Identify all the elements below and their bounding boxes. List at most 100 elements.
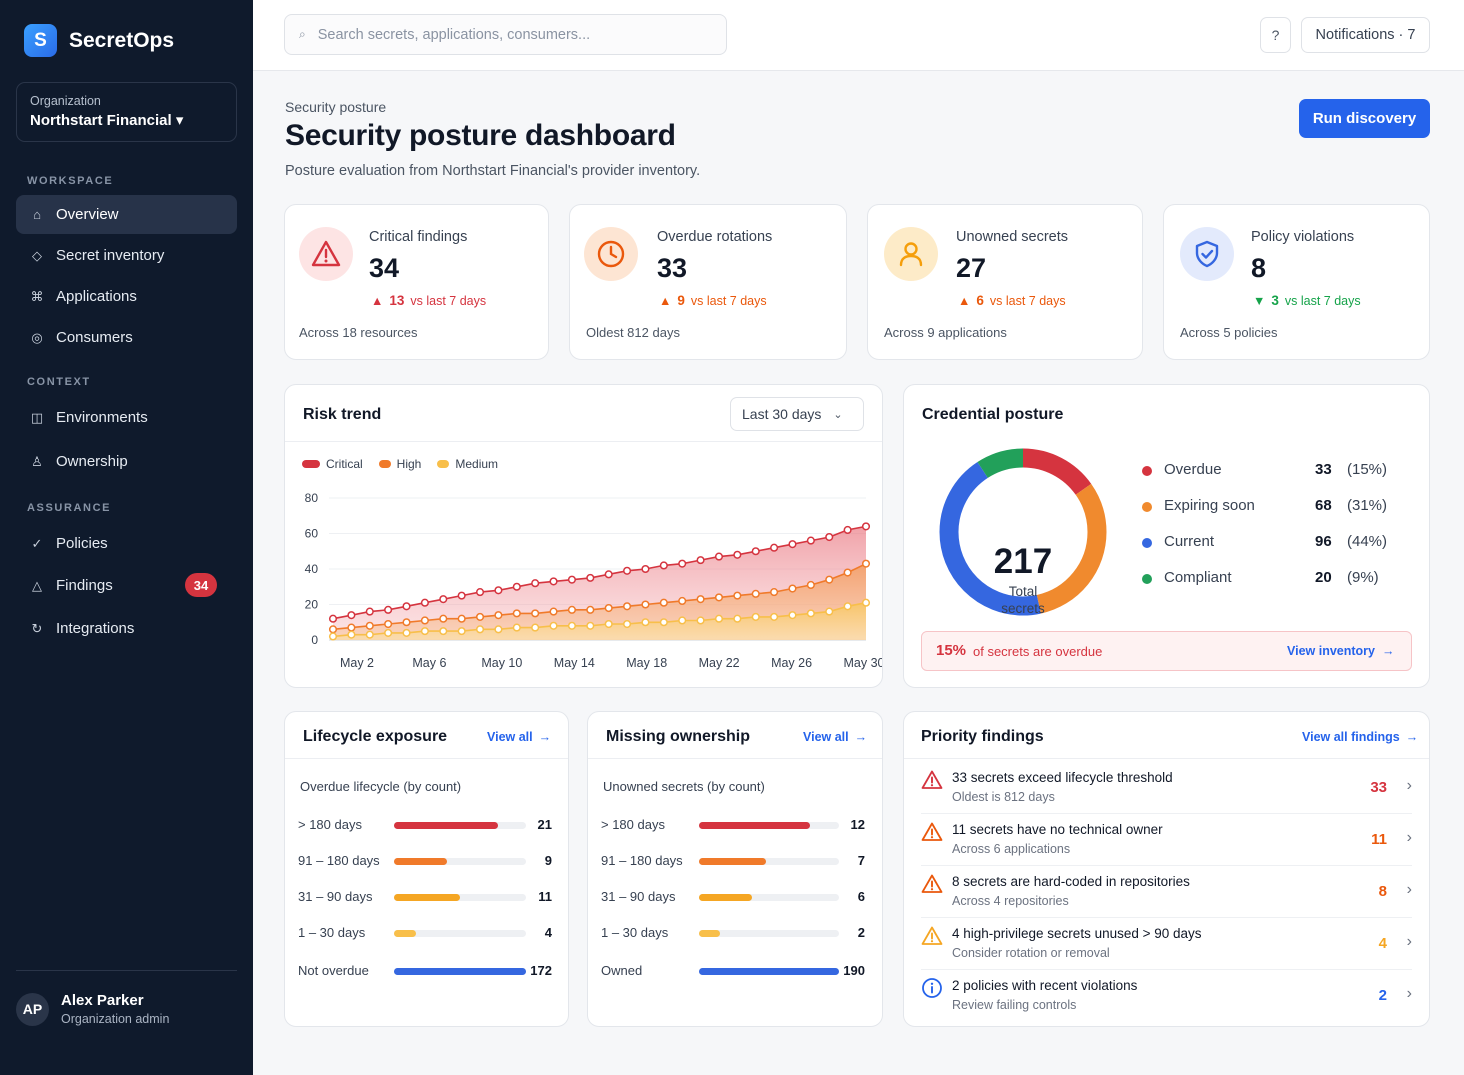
finding-row[interactable]: 4 high-privilege secrets unused > 90 day… <box>904 918 1429 970</box>
notifications-button[interactable]: Notifications · 7 <box>1301 17 1430 53</box>
x-tick-label: May 10 <box>481 656 522 670</box>
legend-swatch <box>302 460 320 468</box>
bar-row[interactable]: > 180 days 12 <box>601 816 865 834</box>
warning-icon <box>921 770 943 789</box>
kpi-card-critical-findings[interactable]: Critical findings 34 ▲ 13 vs last 7 days… <box>284 204 549 360</box>
finding-row[interactable]: 11 secrets have no technical owner Across… <box>904 814 1429 866</box>
overdue-text: of secrets are overdue <box>973 644 1103 659</box>
bar-row[interactable]: 91 – 180 days 9 <box>298 852 552 870</box>
lifecycle-exposure-card: Lifecycle exposure View all → Overdue li… <box>284 711 569 1027</box>
card-title: Priority findings <box>921 728 1044 745</box>
bar-row[interactable]: > 180 days 21 <box>298 816 552 834</box>
sidebar-item-policies[interactable]: ✓ Policies <box>16 524 237 563</box>
data-point-medium <box>365 630 374 639</box>
kpi-card-policy-violations[interactable]: Policy violations 8 ▼ 3 vs last 7 days A… <box>1163 204 1430 360</box>
user-profile[interactable]: AP Alex Parker Organization admin <box>16 992 169 1026</box>
donut-segment-current[interactable] <box>939 448 1107 616</box>
run-discovery-button[interactable]: Run discovery <box>1299 99 1430 138</box>
finding-row[interactable]: 33 secrets exceed lifecycle threshold Old… <box>904 762 1429 814</box>
data-point-critical <box>641 564 650 574</box>
data-point-medium <box>494 625 503 634</box>
warning-icon: △ <box>32 577 42 593</box>
missing-ownership-card: Missing ownership View all → Unowned sec… <box>587 711 883 1027</box>
y-tick-label: 80 <box>305 491 319 505</box>
search-input[interactable]: ⌕ Search secrets, applications, consumer… <box>284 14 727 55</box>
sidebar-item-ownership[interactable]: ♙ Ownership <box>16 442 237 481</box>
data-point-high <box>641 600 650 609</box>
legend-label: Compliant <box>1164 569 1232 586</box>
bar-row[interactable]: 31 – 90 days 6 <box>601 888 865 906</box>
chevron-right-icon: › <box>1406 829 1412 846</box>
donut-segment-compliant[interactable] <box>939 448 1107 616</box>
brand-name: SecretOps <box>69 28 175 52</box>
arrow-down-icon: ▼ <box>1253 293 1266 308</box>
bar-row[interactable]: 1 – 30 days 4 <box>298 924 552 942</box>
bar-row[interactable]: 91 – 180 days 7 <box>601 852 865 870</box>
donut-segment-expiring-soon[interactable] <box>939 448 1107 616</box>
view-all-findings-link[interactable]: View all findings → <box>1302 730 1418 744</box>
sidebar-item-environments[interactable]: ◫ Environments <box>16 398 237 437</box>
data-point-high <box>696 595 705 604</box>
finding-title: 8 secrets are hard-coded in repositories <box>952 874 1190 889</box>
date-range-dropdown[interactable]: Last 30 days ⌄ <box>730 397 864 431</box>
home-icon: ⌂ <box>33 207 41 222</box>
bar-track <box>699 822 839 829</box>
data-point-critical <box>751 547 760 556</box>
bar-row[interactable]: 31 – 90 days 11 <box>298 888 552 906</box>
finding-row[interactable]: 8 secrets are hard-coded in repositories… <box>904 866 1429 918</box>
sidebar-item-consumers[interactable]: ◎ Consumers <box>16 318 237 357</box>
sidebar-item-findings[interactable]: △ Findings 34 <box>16 566 237 605</box>
data-point-high <box>751 589 760 598</box>
finding-row[interactable]: 2 policies with recent violations Review … <box>904 970 1429 1022</box>
view-all-link[interactable]: View all → <box>803 730 867 744</box>
brand[interactable]: S SecretOps <box>24 24 174 57</box>
bar-fill <box>394 930 417 937</box>
sidebar-item-label: Environments <box>56 409 148 426</box>
bar-fill <box>699 894 753 901</box>
view-inventory-link[interactable]: View inventory → <box>1287 644 1395 658</box>
organization-name: Northstart Financial ▾ <box>30 112 184 129</box>
legend-percent: (31%) <box>1347 497 1388 514</box>
diamond-icon: ◇ <box>32 247 42 263</box>
x-tick-label: May 26 <box>771 656 812 670</box>
bar-row[interactable]: Owned 190 <box>601 962 865 980</box>
kpi-card-unowned-secrets[interactable]: Unowned secrets 27 ▲ 6 vs last 7 days Ac… <box>867 204 1143 360</box>
data-point-medium <box>714 614 724 623</box>
legend-row-compliant: Compliant 20 (9%) <box>1142 567 1392 591</box>
kpi-delta: ▼ 3 vs last 7 days <box>1253 293 1361 308</box>
data-point-medium <box>751 612 760 621</box>
y-tick-label: 20 <box>305 598 319 612</box>
help-button[interactable]: ? <box>1260 17 1291 53</box>
kpi-label: Overdue rotations <box>657 229 773 245</box>
bar-label: > 180 days <box>298 817 362 832</box>
finding-subtitle: Across 4 repositories <box>952 894 1069 908</box>
view-all-link[interactable]: View all → <box>487 730 551 744</box>
finding-count: 11 <box>1371 831 1387 848</box>
kpi-delta-value: 6 <box>976 293 984 308</box>
data-point-critical <box>825 533 834 542</box>
kpi-delta-text: vs last 7 days <box>410 293 487 308</box>
legend-label: High <box>396 457 422 471</box>
data-point-high <box>494 611 503 620</box>
bar-label: > 180 days <box>601 817 665 832</box>
sidebar-item-overview[interactable]: ⌂ Overview <box>16 195 237 234</box>
sidebar-item-integrations[interactable]: ↻ Integrations <box>16 609 237 648</box>
data-point-high <box>861 559 871 568</box>
bar-value: 11 <box>538 889 552 904</box>
bar-row[interactable]: Not overdue 172 <box>298 962 552 980</box>
sidebar-item-applications[interactable]: ⌘ Applications <box>16 277 237 316</box>
breadcrumb[interactable]: Security posture <box>285 99 387 115</box>
arrow-right-icon: → <box>1405 730 1419 744</box>
bar-value: 7 <box>857 853 865 868</box>
data-point-high <box>384 619 393 629</box>
bar-label: 31 – 90 days <box>298 889 373 904</box>
chart-legend: Critical High Medium <box>302 457 498 471</box>
sidebar-item-label: Applications <box>56 288 137 305</box>
row-divider <box>921 969 1412 970</box>
bar-row[interactable]: 1 – 30 days 2 <box>601 924 865 942</box>
row-divider <box>921 865 1412 866</box>
kpi-card-overdue-rotations[interactable]: Overdue rotations 33 ▲ 9 vs last 7 days … <box>569 204 847 360</box>
organization-selector[interactable]: Organization Northstart Financial ▾ <box>16 82 237 142</box>
data-point-critical <box>512 582 521 591</box>
sidebar-item-secret-inventory[interactable]: ◇ Secret inventory <box>16 236 237 275</box>
